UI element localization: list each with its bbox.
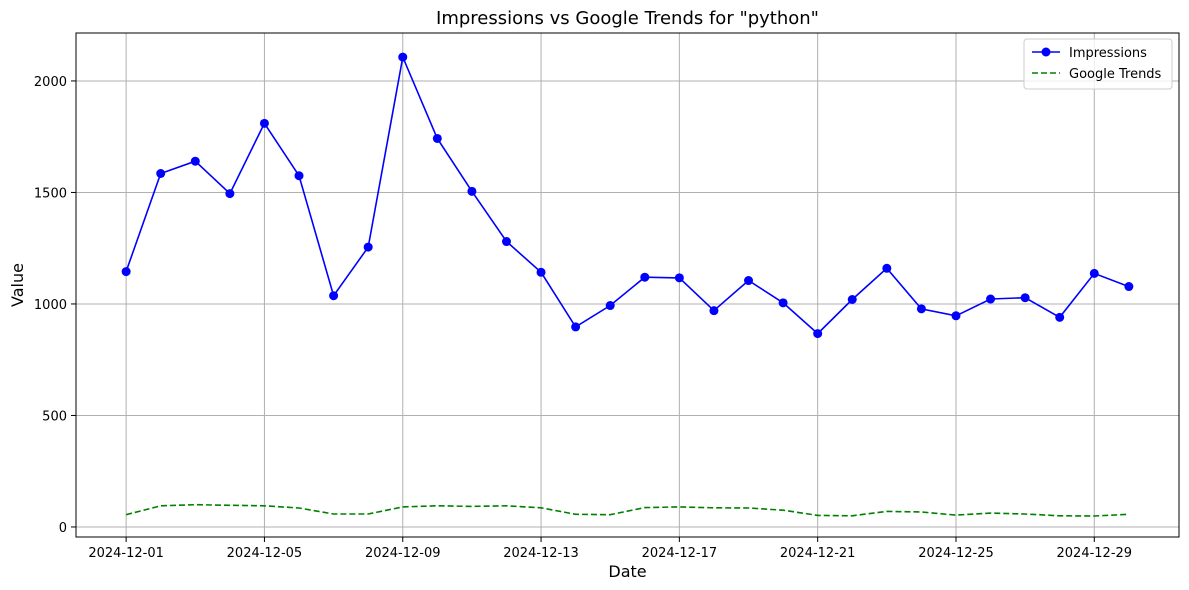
y-axis-title: Value bbox=[8, 263, 27, 307]
plot-frame bbox=[75, 32, 1180, 538]
impressions-point bbox=[225, 189, 235, 199]
impressions-point bbox=[744, 276, 754, 286]
x-tick-label: 2024-12-21 bbox=[780, 546, 856, 561]
x-axis-title: Date bbox=[608, 562, 646, 581]
impressions-point bbox=[605, 301, 615, 311]
impressions-point bbox=[156, 168, 166, 178]
impressions-point bbox=[709, 306, 719, 316]
impressions-point bbox=[847, 294, 857, 304]
tick-layer: 2024-12-01 2024-12-05 2024-12-09 2024-12-13… bbox=[34, 75, 1132, 561]
impressions-point bbox=[432, 133, 442, 143]
y-tick-label: 0 bbox=[59, 521, 67, 536]
impressions-point bbox=[571, 322, 581, 332]
legend-google-trends-label: Google Trends bbox=[1069, 67, 1162, 82]
impressions-point bbox=[1055, 312, 1065, 322]
impressions-point bbox=[329, 291, 339, 301]
impressions-point bbox=[121, 267, 131, 277]
y-tick-label: 2000 bbox=[34, 75, 67, 90]
y-tick-label: 500 bbox=[42, 409, 67, 424]
impressions-point bbox=[190, 156, 200, 166]
x-tick-label: 2024-12-01 bbox=[88, 546, 164, 561]
y-tick-label: 1500 bbox=[34, 186, 67, 201]
chart-title: Impressions vs Google Trends for "python… bbox=[436, 8, 819, 29]
impressions-point bbox=[363, 242, 373, 252]
impressions-point bbox=[259, 118, 269, 128]
legend: Impressions Google Trends bbox=[1023, 38, 1173, 90]
impressions-point bbox=[778, 298, 788, 308]
impressions-point bbox=[536, 267, 546, 277]
impressions-point bbox=[986, 294, 996, 304]
grid-layer bbox=[76, 33, 1179, 537]
impressions-point bbox=[882, 263, 892, 273]
google-trends-line bbox=[125, 503, 1129, 517]
impressions-point bbox=[674, 273, 684, 283]
impressions-point bbox=[1089, 268, 1099, 278]
x-tick-label: 2024-12-09 bbox=[365, 546, 441, 561]
series-layer bbox=[121, 52, 1134, 517]
legend-box bbox=[1023, 38, 1173, 90]
impressions-point bbox=[813, 329, 823, 339]
x-tick-label: 2024-12-05 bbox=[227, 546, 303, 561]
impressions-point bbox=[1124, 282, 1134, 292]
impressions-point bbox=[916, 304, 926, 314]
x-tick-label: 2024-12-25 bbox=[918, 546, 994, 561]
x-tick-label: 2024-12-17 bbox=[642, 546, 718, 561]
impressions-line bbox=[125, 54, 1130, 335]
impressions-point bbox=[294, 171, 304, 181]
legend-impressions-marker bbox=[1041, 47, 1051, 57]
impressions-point bbox=[951, 311, 961, 321]
impressions-point bbox=[1020, 293, 1030, 303]
legend-impressions-label: Impressions bbox=[1069, 46, 1147, 61]
impressions-point bbox=[501, 237, 511, 247]
x-tick-label: 2024-12-29 bbox=[1057, 546, 1133, 561]
y-tick-label: 1000 bbox=[34, 298, 67, 313]
impressions-point bbox=[640, 272, 650, 282]
impressions-point bbox=[398, 52, 408, 62]
impressions-point bbox=[467, 186, 477, 196]
x-tick-label: 2024-12-13 bbox=[503, 546, 579, 561]
